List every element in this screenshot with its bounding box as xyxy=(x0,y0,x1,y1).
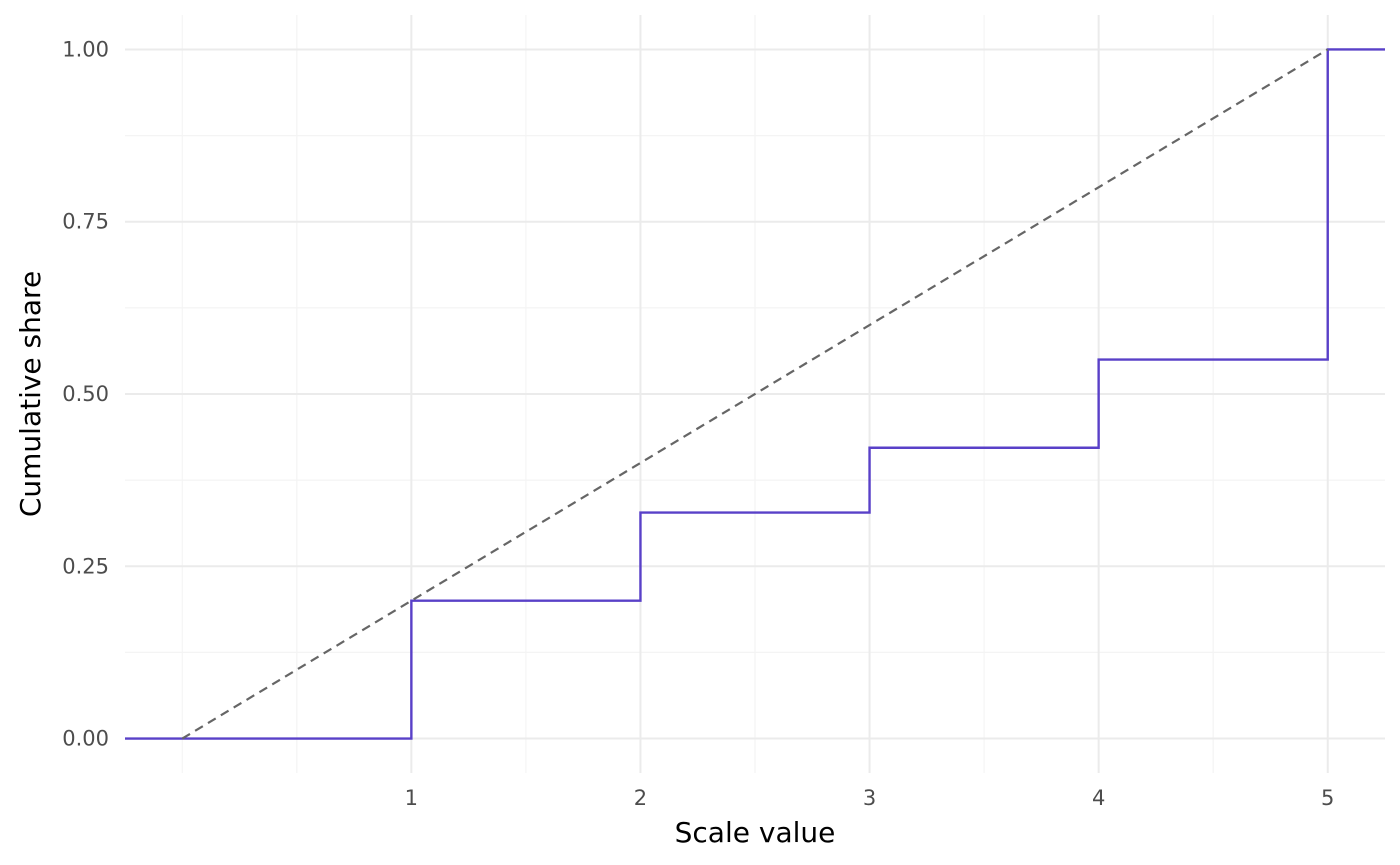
series-layer xyxy=(125,48,1385,740)
x-axis-title: Scale value xyxy=(675,816,836,849)
y-tick-label: 0.25 xyxy=(62,554,109,578)
step-series-line xyxy=(125,48,1385,740)
y-tick-label: 0.00 xyxy=(62,727,109,751)
x-tick-label: 2 xyxy=(634,786,647,810)
x-tick-label: 5 xyxy=(1321,786,1334,810)
reference-diagonal-line xyxy=(181,48,1329,740)
x-tick-label: 4 xyxy=(1092,786,1105,810)
y-tick-label: 0.50 xyxy=(62,382,109,406)
y-tick-label: 0.75 xyxy=(62,210,109,234)
y-axis-title: Cumulative share xyxy=(14,271,47,517)
y-tick-label: 1.00 xyxy=(62,37,109,61)
x-tick-label: 1 xyxy=(405,786,418,810)
tick-labels: 1 2 3 4 5 0.00 0.25 0.50 0.75 1.00 xyxy=(62,37,1334,810)
x-tick-label: 3 xyxy=(863,786,876,810)
